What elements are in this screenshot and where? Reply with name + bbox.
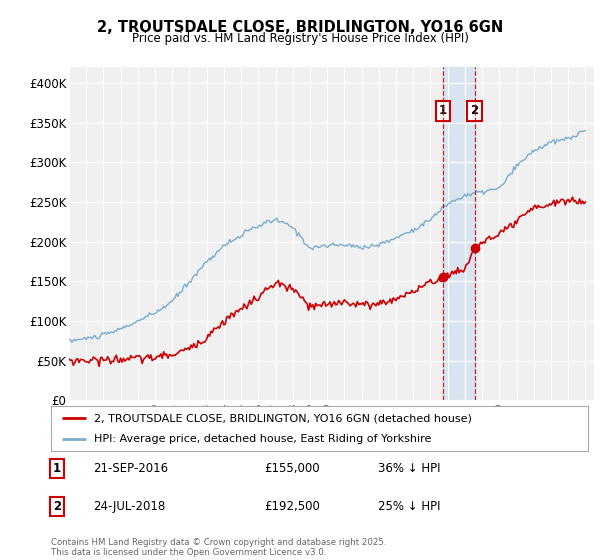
Text: £192,500: £192,500 xyxy=(264,500,320,514)
Text: 2: 2 xyxy=(470,104,479,118)
Text: 24-JUL-2018: 24-JUL-2018 xyxy=(93,500,165,514)
Text: 25% ↓ HPI: 25% ↓ HPI xyxy=(378,500,440,514)
Text: Contains HM Land Registry data © Crown copyright and database right 2025.
This d: Contains HM Land Registry data © Crown c… xyxy=(51,538,386,557)
Text: 21-SEP-2016: 21-SEP-2016 xyxy=(93,462,168,475)
Text: Price paid vs. HM Land Registry's House Price Index (HPI): Price paid vs. HM Land Registry's House … xyxy=(131,32,469,45)
Text: HPI: Average price, detached house, East Riding of Yorkshire: HPI: Average price, detached house, East… xyxy=(94,433,431,444)
Text: 1: 1 xyxy=(53,462,61,475)
Text: 2: 2 xyxy=(53,500,61,514)
Text: 36% ↓ HPI: 36% ↓ HPI xyxy=(378,462,440,475)
Text: 2, TROUTSDALE CLOSE, BRIDLINGTON, YO16 6GN (detached house): 2, TROUTSDALE CLOSE, BRIDLINGTON, YO16 6… xyxy=(94,413,472,423)
Text: 2, TROUTSDALE CLOSE, BRIDLINGTON, YO16 6GN: 2, TROUTSDALE CLOSE, BRIDLINGTON, YO16 6… xyxy=(97,20,503,35)
Bar xyxy=(443,67,475,400)
Text: 1: 1 xyxy=(439,104,447,118)
Text: £155,000: £155,000 xyxy=(264,462,320,475)
